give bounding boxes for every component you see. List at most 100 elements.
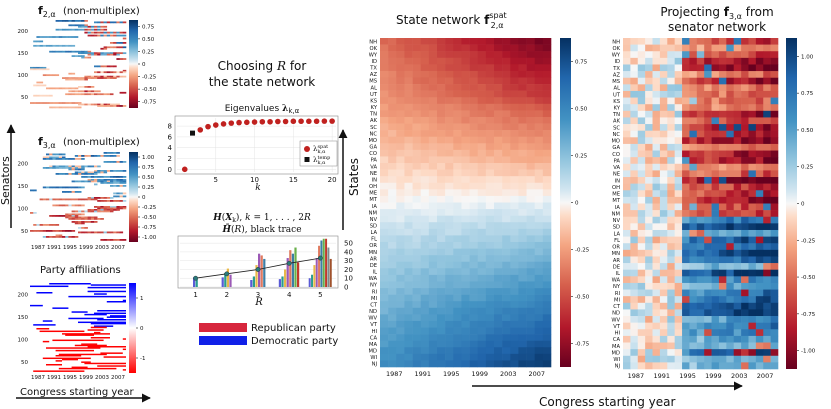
proj-cell (711, 342, 720, 350)
heatmap-cell (113, 103, 117, 106)
proj-cell (674, 71, 683, 79)
heatmap-cell (74, 173, 79, 175)
heatmap-cell (62, 106, 66, 109)
proj-cell (696, 51, 705, 59)
state-cell (461, 195, 470, 203)
heatmap-cell (110, 209, 114, 211)
proj-cell (682, 349, 690, 357)
proj-cell (667, 57, 675, 65)
state-cell (526, 334, 536, 341)
state-cell (469, 360, 479, 368)
proj-cell (733, 44, 742, 52)
proj-cell (733, 157, 742, 165)
state-cell (485, 255, 495, 263)
proj-cell (718, 117, 727, 125)
proj-cell (659, 216, 668, 224)
state-cell (453, 103, 462, 111)
proj-cell (659, 362, 668, 370)
state-cell (420, 156, 430, 164)
proj-cell (645, 190, 653, 198)
proj-cell (682, 229, 690, 237)
heatmap-cell (87, 75, 92, 78)
state-cell (388, 294, 397, 302)
proj-cell (682, 143, 690, 151)
heatmap-cell (33, 230, 37, 232)
party-row (94, 331, 101, 334)
proj-cell (726, 322, 735, 330)
state-cell (518, 261, 527, 269)
heatmap-cell (106, 210, 111, 213)
state-cell (388, 57, 397, 65)
state-cell (428, 97, 438, 105)
proj-cell (630, 216, 639, 224)
heatmap-cell (100, 52, 104, 55)
proj-cell (696, 163, 705, 171)
state-cell (485, 288, 495, 295)
proj-cell (755, 355, 764, 363)
proj-cell (682, 110, 690, 118)
proj-cell (682, 302, 690, 310)
proj-cell (770, 117, 779, 125)
state-cell (494, 235, 503, 243)
state-cell (469, 327, 479, 335)
proj-cell (711, 163, 720, 171)
state-cell (380, 123, 389, 131)
state-cell (412, 222, 422, 230)
heatmap-cell (42, 167, 47, 169)
state-cell (380, 97, 389, 105)
state-cell (542, 195, 552, 203)
state-cell (534, 97, 544, 105)
state-cell (510, 90, 519, 98)
state-cell (420, 103, 430, 111)
heatmap-cell (122, 195, 127, 198)
state-cell (494, 64, 503, 72)
proj-cell (667, 269, 675, 277)
heatmap-cell (103, 47, 108, 50)
heatmap-cell (52, 74, 56, 77)
state-cell (412, 84, 422, 91)
state-cell (388, 334, 397, 341)
state-cell (404, 57, 413, 65)
state-cell (518, 90, 527, 98)
state-cell (502, 255, 511, 263)
state-cell (461, 97, 470, 105)
heatmap-cell (97, 53, 101, 56)
proj-cell (674, 263, 683, 270)
proj-cell (704, 110, 712, 118)
y-tick-label: 150 (18, 51, 29, 57)
heatmap-cell (49, 224, 53, 226)
proj-cell (755, 163, 764, 171)
f2-title-text: (non-multiplex) (63, 6, 140, 17)
heatmap-cell (110, 21, 114, 24)
democratic-swatch (199, 336, 247, 345)
state-cell (445, 261, 454, 269)
proj-cell (770, 302, 779, 310)
heatmap-cell (87, 53, 92, 56)
proj-cell (637, 203, 646, 211)
heatmap-cell (78, 191, 82, 193)
state-cell (461, 255, 470, 263)
state-cell (469, 77, 479, 85)
state-cell (412, 281, 422, 289)
heatmap-cell (42, 224, 47, 226)
heatmap-cell (94, 173, 98, 175)
state-cell (380, 77, 389, 85)
state-cell (445, 314, 454, 322)
state-cell (461, 38, 470, 45)
proj-cell (696, 143, 705, 151)
proj-row-label: GA (612, 145, 620, 151)
proj-cell (733, 322, 742, 330)
colorbar-tick-label: 0.50 (142, 175, 155, 181)
state-cell (380, 136, 389, 144)
heatmap-cell (81, 216, 85, 219)
heatmap-cell (97, 21, 101, 24)
heatmap-cell (78, 216, 82, 219)
state-cell (428, 202, 438, 210)
proj-cell (696, 84, 705, 92)
state-cell (494, 103, 503, 111)
proj-cell (748, 355, 757, 363)
heatmap-cell (110, 152, 114, 154)
proj-cell (711, 90, 720, 98)
state-cell (412, 360, 422, 368)
